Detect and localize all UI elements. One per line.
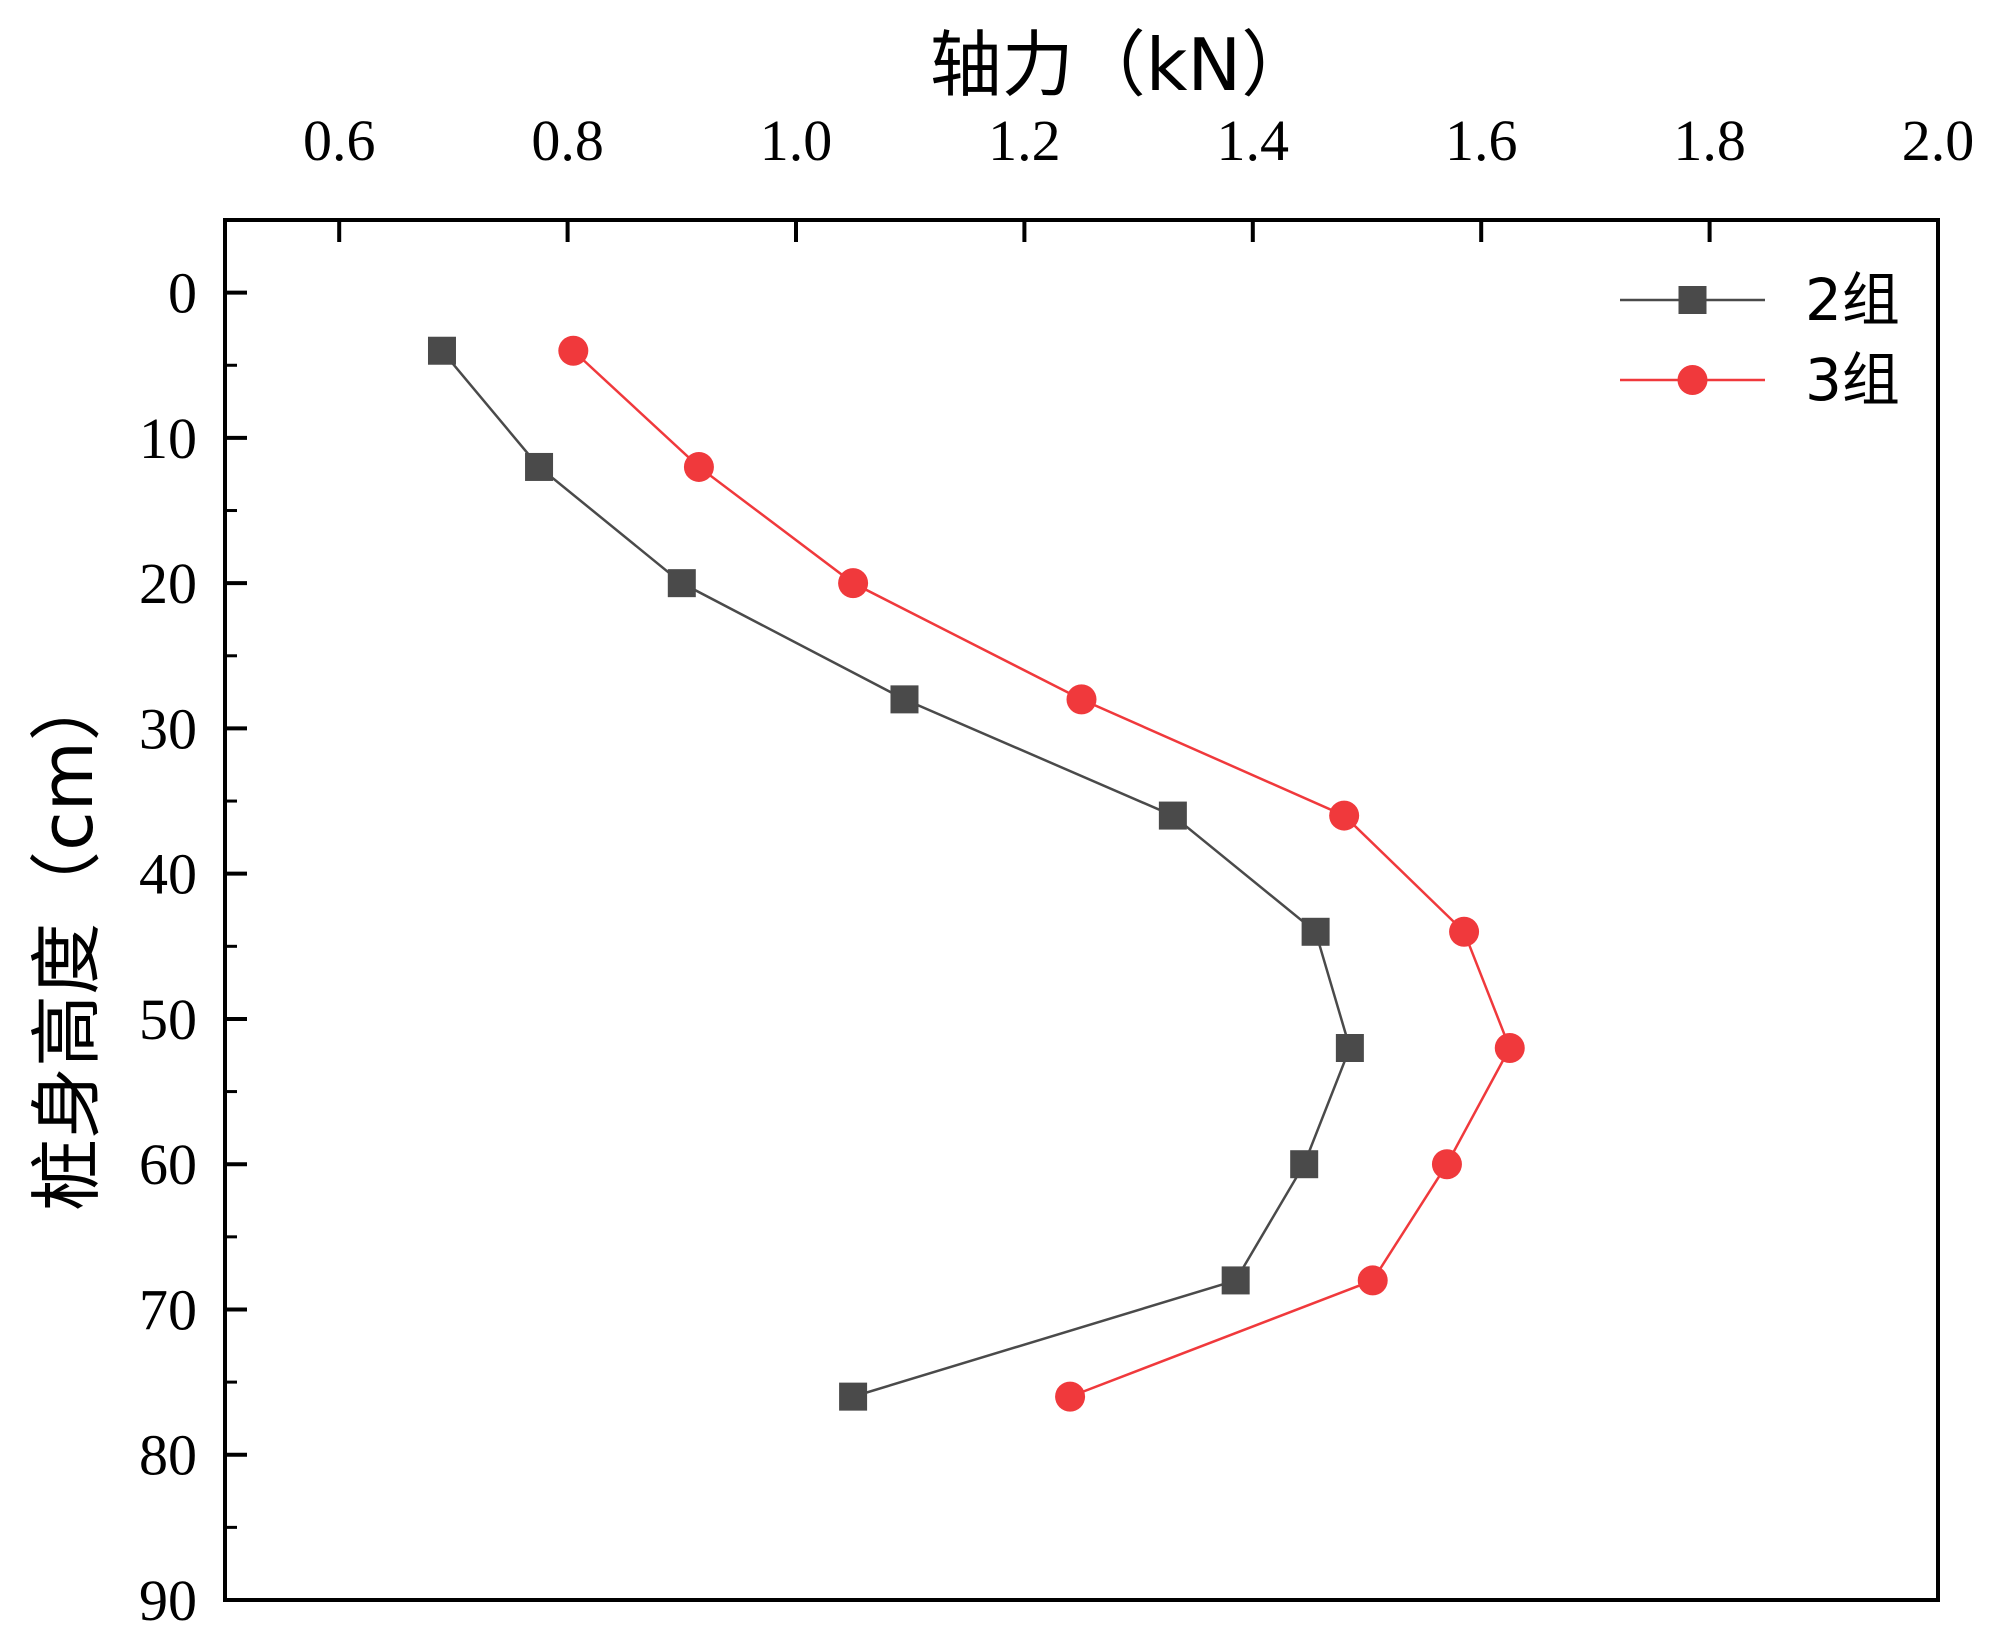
legend-marker-circle	[1677, 365, 1708, 395]
y-tick-label: 80	[139, 1423, 197, 1488]
data-point-square	[1290, 1150, 1319, 1179]
y-tick-label: 60	[139, 1132, 197, 1197]
plot-frame	[223, 218, 1940, 1602]
data-point-square	[1335, 1034, 1364, 1062]
legend-item: 2组	[1620, 266, 1900, 334]
series-2	[558, 335, 1525, 1412]
y-axis-title: 桩身高度（cm）	[25, 669, 109, 1211]
y-tick-label: 90	[139, 1568, 197, 1633]
y-tick-label: 30	[139, 696, 197, 761]
data-point-square	[1221, 1266, 1250, 1295]
x-tick-label: 2.0	[1902, 108, 1975, 173]
data-point-square	[839, 1382, 868, 1411]
data-point-circle	[1055, 1381, 1086, 1412]
x-axis-title: 轴力（kN）	[930, 23, 1314, 107]
data-point-square	[525, 452, 554, 481]
x-tick-label: 1.4	[1217, 108, 1290, 173]
legend-label: 2组	[1805, 266, 1900, 334]
data-point-circle	[558, 335, 589, 366]
y-tick-label: 0	[168, 261, 197, 326]
y-tick-label: 40	[139, 842, 197, 907]
data-point-square	[427, 336, 456, 365]
data-point-circle	[1357, 1265, 1388, 1296]
data-point-square	[667, 569, 696, 598]
series-line	[441, 349, 1352, 1398]
x-tick-label: 1.2	[988, 108, 1061, 173]
series-layer	[427, 335, 1525, 1412]
y-axis: 0 10 20 30 40 50 60 70 80 90	[139, 261, 247, 1633]
x-tick-label: 1.0	[760, 108, 833, 173]
data-point-circle	[838, 568, 869, 599]
series-1	[427, 336, 1364, 1411]
legend-item: 3组	[1620, 346, 1900, 414]
data-point-circle	[1449, 916, 1480, 947]
data-point-square	[1158, 801, 1187, 830]
y-tick-label: 70	[139, 1277, 197, 1342]
data-point-circle	[1431, 1149, 1462, 1180]
data-point-square	[890, 685, 919, 714]
x-axis: 0.6 0.8 1.0 1.2 1.4 1.6 1.8 2.0	[303, 108, 1974, 242]
x-tick-label: 1.6	[1445, 108, 1518, 173]
data-point-square	[1301, 917, 1330, 946]
plot-border	[223, 218, 1940, 1602]
x-tick-label: 0.6	[303, 108, 376, 173]
y-tick-label: 20	[139, 551, 197, 616]
data-point-circle	[683, 451, 714, 482]
x-tick-label: 0.8	[531, 108, 604, 173]
data-point-circle	[1494, 1033, 1525, 1063]
legend-marker-square	[1678, 286, 1707, 314]
series-line	[572, 349, 1512, 1398]
data-point-circle	[1066, 684, 1097, 715]
legend-label: 3组	[1805, 346, 1900, 414]
x-tick-label: 1.8	[1673, 108, 1746, 173]
data-point-circle	[1329, 800, 1360, 831]
y-tick-label: 10	[139, 406, 197, 471]
y-tick-label: 50	[139, 987, 197, 1052]
